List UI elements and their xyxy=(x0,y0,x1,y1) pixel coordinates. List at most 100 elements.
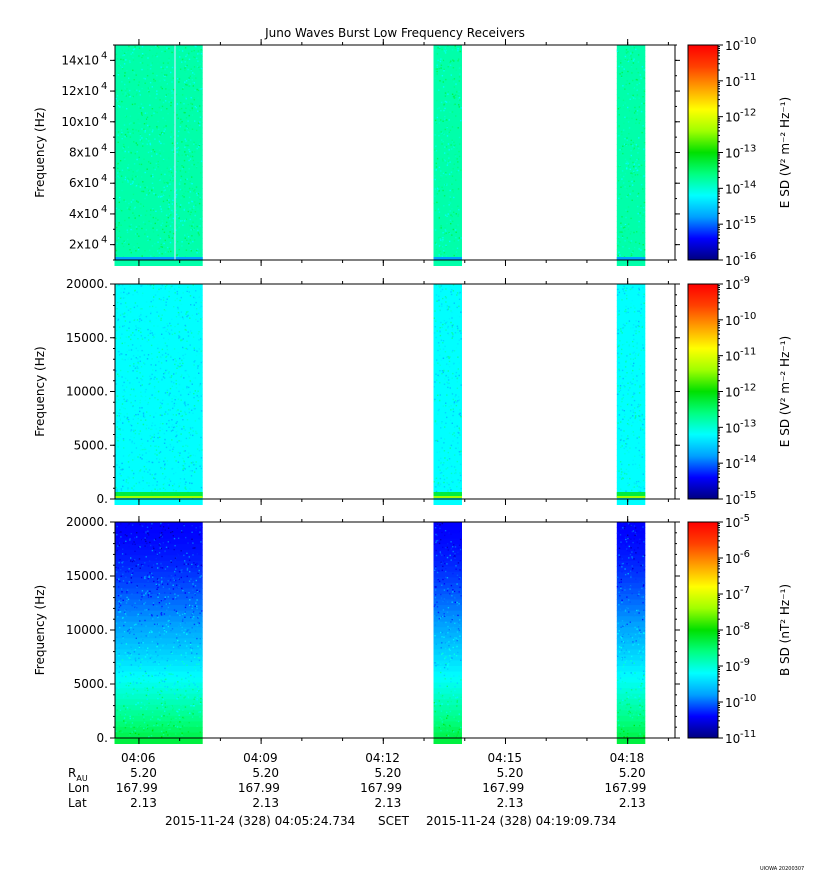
ephemeris-row-label-subscript: AU xyxy=(76,774,88,783)
spectrogram-cell xyxy=(433,571,462,578)
spectrogram-cell xyxy=(433,649,462,656)
chart-title: Juno Waves Burst Low Frequency Receivers xyxy=(264,26,525,40)
spectrogram-cell xyxy=(433,350,462,357)
spectrogram-cell xyxy=(114,243,203,250)
y-tick-label: 10000. xyxy=(66,385,108,399)
spectrogram-cell xyxy=(114,67,203,74)
colorbar-tick-label: 10 xyxy=(725,278,740,292)
colorbar-tick-exponent: -8 xyxy=(740,621,750,632)
spectrogram-cell xyxy=(616,688,646,695)
spectrogram-cell xyxy=(114,449,203,456)
spectrogram-cell xyxy=(616,721,646,728)
spectrogram-cell xyxy=(433,237,462,244)
spectrogram-cell xyxy=(433,677,462,684)
spectrogram-cell xyxy=(433,122,462,129)
spectrogram-cell xyxy=(616,193,646,200)
colorbar-tick-exponent: -16 xyxy=(740,251,756,262)
spectrogram-cell xyxy=(433,284,462,290)
colorbar-tick-label: 10 xyxy=(725,314,740,328)
spectrogram-cell xyxy=(114,144,203,151)
spectrogram-cell xyxy=(616,549,646,556)
spectrogram-cell xyxy=(616,111,646,118)
y-tick-label: 12x10 xyxy=(61,84,99,98)
spectrogram-cell xyxy=(616,671,646,678)
spectrogram-cell xyxy=(114,654,203,661)
ephemeris-value: 5.20 xyxy=(130,766,157,780)
plot-stamp: UIOWA 20200307 xyxy=(760,866,805,872)
spectrogram-cell xyxy=(114,166,203,173)
spectrogram-cell xyxy=(433,372,462,379)
spectrogram-cell xyxy=(616,372,646,379)
spectrogram-cell xyxy=(433,522,462,528)
spectrogram-cell xyxy=(114,149,203,156)
spectrogram-cell xyxy=(616,410,646,417)
spectrogram-cell xyxy=(114,295,203,301)
colorbar-tick-label: 10 xyxy=(725,75,740,89)
y-tick-label: 4x10 xyxy=(69,207,99,221)
spectrogram-cell xyxy=(114,533,203,540)
spectrogram-cell xyxy=(433,582,462,589)
spectrogram-cell xyxy=(433,171,462,178)
spectrogram-cell xyxy=(616,295,646,301)
spectrogram-cell xyxy=(114,571,203,578)
spectrogram-cell xyxy=(114,499,203,505)
spectrogram-cell xyxy=(433,249,462,255)
spectrogram-cell xyxy=(114,171,203,178)
spectrogram-cell xyxy=(114,177,203,184)
panel-bsd: 20000. 15000. 10000. 5000. 0. Frequency (Hz) 1… xyxy=(33,513,792,746)
spectrogram-cell xyxy=(114,405,203,412)
spectrogram-cell xyxy=(114,56,203,62)
colorbar-tick-label: 10 xyxy=(725,516,740,530)
spectrogram-cell xyxy=(114,649,203,656)
spectrogram-cell xyxy=(433,638,462,645)
colorbar-tick-exponent: -7 xyxy=(740,585,750,596)
spectrogram-cell xyxy=(616,322,646,329)
spectrogram-cell xyxy=(616,226,646,233)
spectrogram-cell xyxy=(616,449,646,456)
spectrogram-cell xyxy=(433,671,462,678)
spectrogram-cell xyxy=(616,605,646,612)
spectrogram-cell xyxy=(114,204,203,211)
spectrogram-cell xyxy=(616,588,646,595)
spectrogram-cell xyxy=(114,78,203,85)
spectrogram-cell xyxy=(616,67,646,74)
spectrogram-cell xyxy=(433,100,462,107)
spectrogram-cell xyxy=(433,476,462,483)
spectrogram-cell xyxy=(114,300,203,307)
colorbar xyxy=(687,521,719,739)
y-tick-label: 0. xyxy=(97,492,108,506)
spectrogram-cell xyxy=(114,383,203,390)
spectrogram-cell xyxy=(433,527,462,534)
spectrogram-cell xyxy=(114,105,203,112)
colorbar-tick-label: 10 xyxy=(725,552,740,566)
spectrogram-cell xyxy=(114,394,203,401)
spectrogram-cell xyxy=(433,199,462,206)
spectrogram-cell xyxy=(433,594,462,600)
spectrogram-cell xyxy=(114,566,203,573)
spectrogram-cell xyxy=(433,560,462,567)
spectrogram-cell xyxy=(114,237,203,244)
spectrogram-cell xyxy=(114,127,203,134)
colorbar-tick-label: 10 xyxy=(725,182,740,196)
spectrogram-cell xyxy=(114,699,203,706)
spectrogram-cell xyxy=(616,105,646,112)
spectrogram-cell xyxy=(114,215,203,222)
spectrogram-cell xyxy=(114,588,203,595)
spectrogram-cell xyxy=(433,328,462,335)
spectrogram-cell xyxy=(114,638,203,645)
spectrogram-cell xyxy=(114,421,203,428)
spectrogram-cell xyxy=(114,710,203,717)
spectrogram-cell xyxy=(616,350,646,357)
spectrogram-cell xyxy=(616,482,646,489)
y-tick-label: 2x10 xyxy=(69,238,99,252)
spectrogram-cell xyxy=(433,56,462,62)
spectrogram-cell xyxy=(114,83,203,90)
colorbar-tick-exponent: -14 xyxy=(740,179,756,190)
spectrogram-cell xyxy=(114,289,203,296)
colorbar-label: E SD (V² m⁻² Hz⁻¹) xyxy=(778,97,792,208)
spectrogram-cell xyxy=(114,94,203,101)
colorbar-tick-exponent: -15 xyxy=(740,490,756,501)
spectrogram-cell xyxy=(616,122,646,129)
spectrogram-cell xyxy=(433,105,462,112)
